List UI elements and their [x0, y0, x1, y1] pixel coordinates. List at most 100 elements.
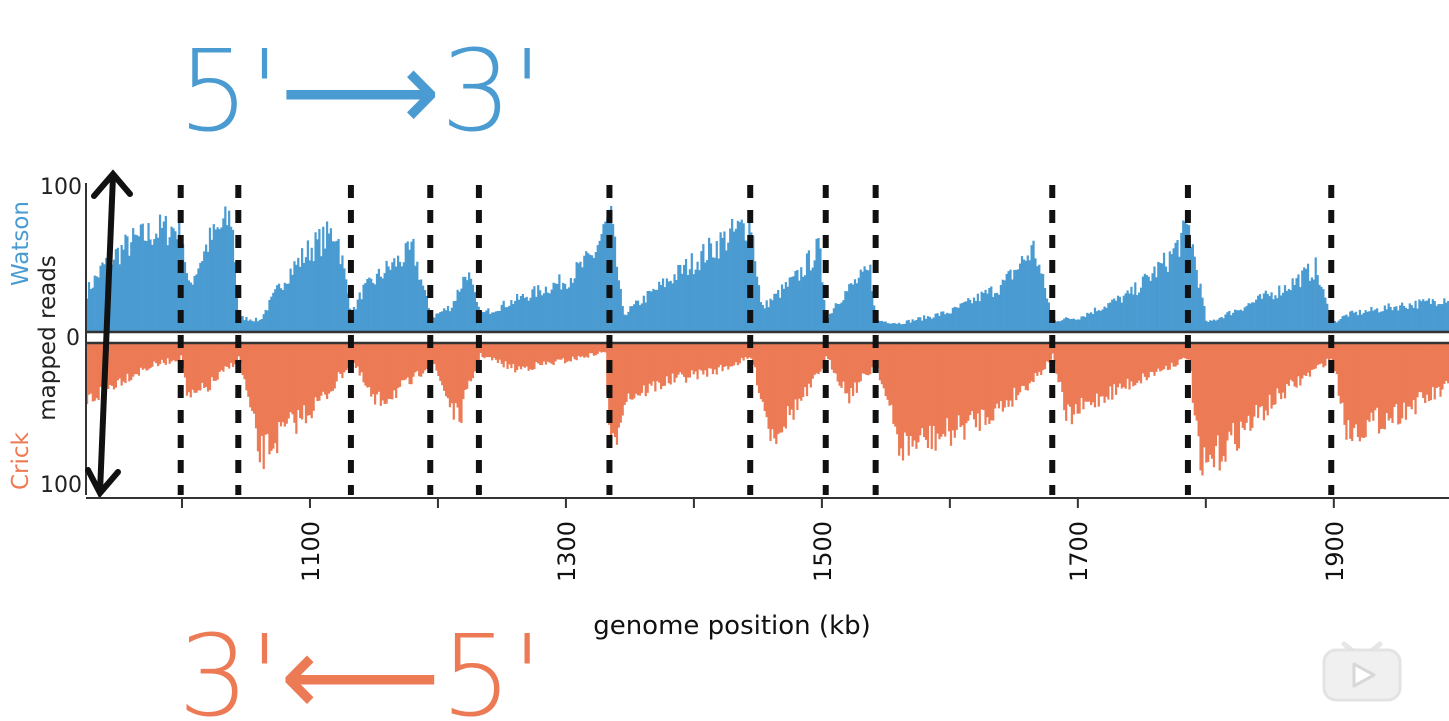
watson-bar — [87, 282, 91, 332]
crick-bar — [446, 343, 450, 399]
watson-bar — [233, 262, 237, 332]
watson-bar — [656, 289, 659, 332]
crick-bar — [748, 343, 751, 358]
crick-bar — [1047, 343, 1050, 363]
watson-bar — [270, 296, 273, 332]
crick-bar — [1351, 343, 1354, 442]
watson-bar — [969, 299, 972, 332]
crick-bar — [838, 343, 841, 386]
crick-bar — [183, 343, 187, 378]
crick-bar — [139, 343, 142, 368]
crick-bar — [1187, 343, 1191, 360]
crick-bar — [873, 343, 876, 367]
watson-bar — [251, 320, 254, 332]
watson-bar — [723, 231, 726, 332]
crick-bar — [224, 343, 227, 367]
crick-bar — [644, 343, 647, 397]
crick-bar — [911, 343, 914, 447]
crick-bar — [266, 343, 269, 434]
crick-bar — [297, 343, 300, 411]
crick-bar — [114, 343, 118, 388]
watson-bar — [299, 266, 302, 332]
watson-bar — [1287, 288, 1290, 332]
crick-bar — [233, 343, 237, 365]
crick-bar — [1278, 343, 1281, 394]
crick-bar — [817, 343, 820, 375]
crick-bar — [462, 343, 465, 400]
crick-bar — [970, 343, 974, 412]
crick-bar — [686, 343, 690, 378]
watson-bar — [1258, 294, 1262, 332]
watson-bar — [466, 280, 469, 332]
watson-bar — [1082, 316, 1085, 332]
watson-bar — [1103, 306, 1106, 332]
watson-bar — [959, 303, 962, 332]
crick-bar — [1393, 343, 1396, 407]
crick-bar — [986, 343, 989, 418]
crick-bar — [370, 343, 373, 397]
crick-bar — [149, 343, 152, 369]
crick-bar — [1228, 343, 1231, 432]
watson-bar — [1212, 319, 1216, 332]
watson-bar — [1356, 315, 1360, 332]
watson-bar — [201, 261, 204, 332]
watson-bar — [1174, 242, 1177, 332]
crick-bar — [625, 343, 628, 402]
crick-bar — [1257, 343, 1260, 418]
crick-bar — [126, 343, 129, 374]
crick-bar — [283, 343, 286, 427]
crick-bar — [700, 343, 703, 371]
crick-bar — [1045, 343, 1049, 362]
watson-bar — [1314, 257, 1317, 332]
watson-bar — [496, 310, 500, 332]
crick-bar — [940, 343, 943, 437]
crick-bar — [731, 343, 734, 367]
watson-bar — [1441, 304, 1444, 332]
crick-bar — [1339, 343, 1342, 404]
crick-bar — [458, 343, 461, 422]
crick-bar — [1090, 343, 1093, 405]
crick-bar — [604, 343, 607, 353]
watson-bar — [118, 264, 121, 332]
crick-bar — [1312, 343, 1315, 370]
watson-bar — [331, 241, 334, 332]
watson-bar — [529, 297, 532, 332]
watson-bar — [546, 292, 549, 332]
watson-bar — [1308, 280, 1312, 332]
watson-bar — [769, 298, 772, 332]
watson-bar — [1170, 254, 1173, 332]
watson-bar — [168, 237, 171, 332]
crick-bar — [360, 343, 363, 373]
crick-bar — [794, 343, 797, 400]
watson-bar — [195, 274, 198, 332]
watson-bar — [1422, 299, 1425, 332]
watson-bar — [1218, 317, 1221, 332]
crick-bar — [1414, 343, 1417, 415]
watson-bar — [508, 305, 511, 332]
watson-bar — [132, 228, 135, 332]
watson-bar — [1017, 269, 1020, 332]
watson-bar — [932, 317, 935, 332]
watson-bar — [151, 244, 154, 332]
crick-bar — [1139, 343, 1143, 384]
watson-bar — [1220, 316, 1223, 332]
watson-bar — [590, 255, 594, 332]
crick-bar — [882, 343, 885, 389]
watson-bar — [1362, 312, 1365, 332]
watson-bar — [1251, 302, 1254, 332]
watson-bar — [1113, 298, 1116, 332]
crick-bar — [562, 343, 565, 359]
crick-bar — [1109, 343, 1112, 387]
watson-bar — [767, 307, 770, 332]
watson-bar — [598, 240, 601, 332]
crick-bar — [1068, 343, 1072, 407]
watson-bar — [1072, 318, 1075, 332]
watson-bar — [1281, 292, 1285, 332]
crick-bar — [270, 343, 273, 451]
watson-bar — [1418, 299, 1421, 332]
crick-bar — [575, 343, 578, 361]
watson-bar — [450, 307, 453, 332]
watson-bar — [1101, 309, 1104, 332]
watson-bar — [861, 271, 864, 332]
watson-bar — [972, 297, 976, 332]
